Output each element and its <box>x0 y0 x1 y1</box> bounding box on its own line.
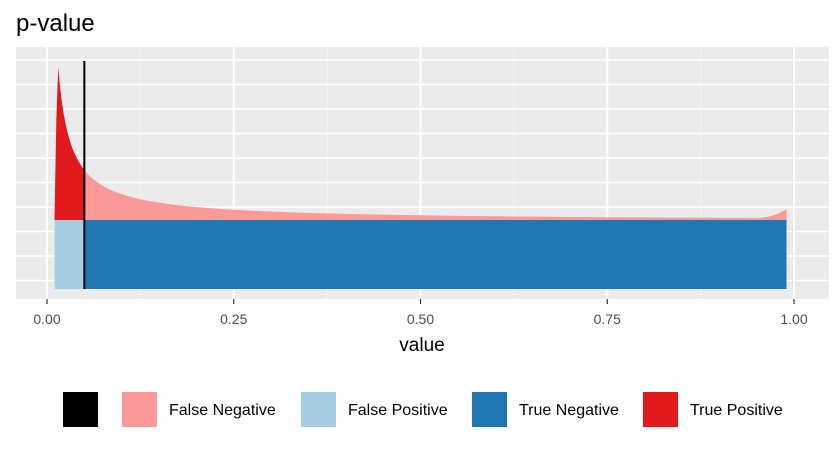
false-negative-area <box>84 169 787 220</box>
true-positive-area <box>54 67 85 220</box>
x-tick-label: 0.75 <box>594 311 621 327</box>
legend: False Negative False Positive True Negativ… <box>63 392 783 427</box>
x-tick-label: 1.00 <box>780 311 807 327</box>
legend-swatch-false-positive <box>301 392 336 427</box>
x-axis-label: value <box>399 335 444 356</box>
false-positive-area <box>54 220 85 289</box>
chart-title: p-value <box>16 10 95 37</box>
legend-swatch-threshold <box>63 392 98 427</box>
legend-label-false-negative: False Negative <box>169 402 276 419</box>
x-tick-label: 0.00 <box>33 311 60 327</box>
legend-label-false-positive: False Positive <box>348 402 448 419</box>
x-axis-ticks: 0.00 0.25 0.50 0.75 1.00 <box>33 299 808 327</box>
x-tick-label: 0.50 <box>407 311 434 327</box>
true-negative-area <box>84 220 787 289</box>
legend-swatch-false-negative <box>122 392 157 427</box>
legend-swatch-true-negative <box>472 392 507 427</box>
legend-swatch-true-positive <box>643 392 678 427</box>
legend-label-true-positive: True Positive <box>690 402 783 419</box>
x-tick-label: 0.25 <box>220 311 247 327</box>
legend-label-true-negative: True Negative <box>519 402 619 419</box>
